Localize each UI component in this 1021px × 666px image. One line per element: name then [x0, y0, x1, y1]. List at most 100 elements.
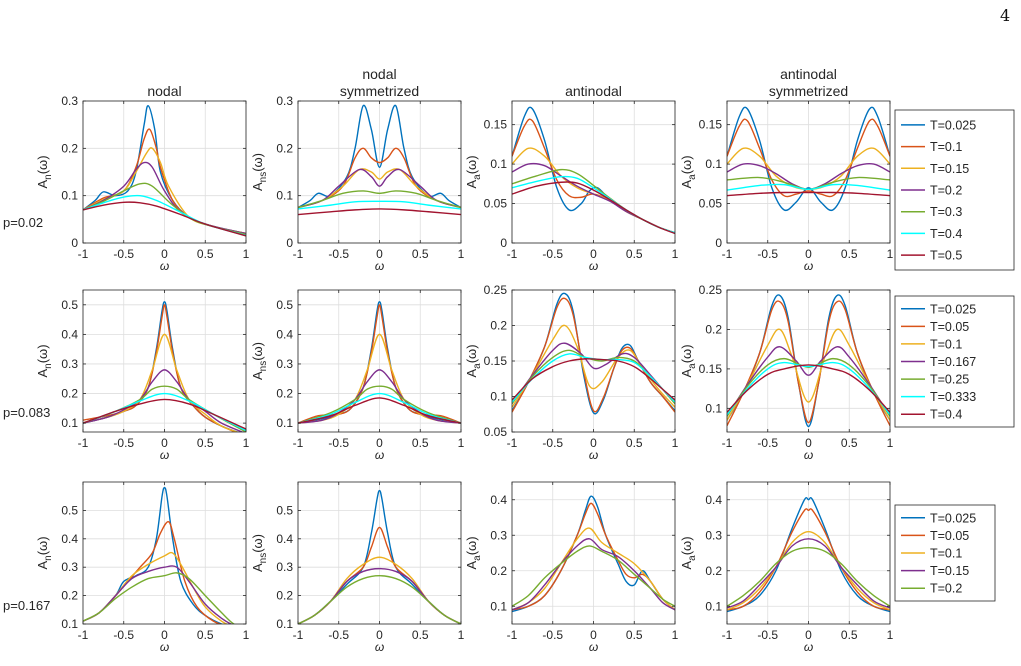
x-tick-label: 0 [805, 628, 812, 642]
x-tick-label: 1 [458, 436, 465, 450]
x-tick-label: 0.5 [197, 247, 214, 261]
legend-label: T=0.025 [930, 302, 976, 316]
series-group [512, 292, 675, 415]
x-tick-label: 0.5 [626, 628, 643, 642]
x-axis-label: ω [589, 259, 598, 273]
subplot-r0-c1: -1 -0.5 0 0.5 1 0 0.1 0.2 0.3 ω Ans(ω) nodalsymmetr… [250, 66, 465, 273]
legend-label: T=0.5 [930, 249, 962, 263]
x-tick-label: 0 [161, 247, 168, 261]
y-tick-label: 0.3 [61, 357, 78, 371]
series-line-T=0.5 [83, 201, 246, 237]
series-line-T=0.4 [512, 358, 675, 401]
series-line-T=0.333 [727, 361, 890, 416]
column-title: antinodal [565, 83, 622, 99]
x-tick-label: -0.5 [757, 436, 778, 450]
y-tick-label: 0.05 [484, 425, 508, 439]
x-tick-label: 1 [672, 247, 679, 261]
subplot-r1-c0: -1 -0.5 0 0.5 1 0.1 0.2 0.3 0.4 0.5 ω An(ω) [35, 289, 250, 462]
series-line-T=0.05 [727, 508, 890, 611]
x-tick-label: -0.5 [328, 436, 349, 450]
y-tick-label: 0.1 [705, 401, 722, 415]
y-tick-label: 0.1 [705, 157, 722, 171]
x-tick-label: -1 [507, 436, 518, 450]
x-tick-label: 1 [672, 628, 679, 642]
x-axis-label: ω [589, 448, 598, 462]
y-tick-label: 0.2 [276, 141, 293, 155]
y-tick-label: 0.2 [705, 322, 722, 336]
series-line-T=0.2 [83, 572, 236, 624]
series-group [298, 104, 461, 216]
series-group [727, 496, 890, 613]
x-tick-label: 0.5 [626, 436, 643, 450]
x-tick-label: 0.5 [197, 436, 214, 450]
legend-label: T=0.025 [930, 511, 976, 525]
y-tick-label: 0.4 [61, 327, 78, 341]
x-tick-label: 1 [458, 247, 465, 261]
y-tick-label: 0.2 [490, 319, 507, 333]
subplot-r2-c0: -1 -0.5 0 0.5 1 0.1 0.2 0.3 0.4 0.5 ω An(ω) [35, 481, 250, 654]
x-tick-label: -0.5 [113, 436, 134, 450]
y-axis-label: Aa(ω) [679, 155, 698, 188]
column-title: symmetrized [769, 83, 848, 99]
subplot-r0-c0: -1 -0.5 0 0.5 1 0 0.1 0.2 0.3 ω An(ω) nodal [35, 83, 250, 273]
series-group [512, 106, 675, 235]
y-tick-label: 0.1 [61, 416, 78, 430]
x-axis-label: ω [160, 259, 169, 273]
y-tick-label: 0.4 [490, 493, 507, 507]
y-axis-label: Ans(ω) [250, 534, 269, 572]
series-line-T=0.3 [298, 190, 461, 209]
y-tick-label: 0.1 [276, 416, 293, 430]
series-line-T=0.333 [298, 392, 461, 424]
x-tick-label: -1 [722, 628, 733, 642]
y-tick-label: 0.25 [484, 283, 508, 297]
legend-label: T=0.2 [930, 184, 962, 198]
y-axis-label: Ans(ω) [250, 153, 269, 191]
y-tick-label: 0.05 [699, 197, 723, 211]
series-line-T=0.167 [298, 369, 461, 424]
series-line-T=0.167 [83, 369, 245, 432]
x-tick-label: 0.5 [412, 436, 429, 450]
series-line-T=0.25 [298, 385, 461, 424]
series-group [83, 301, 246, 432]
x-tick-label: 1 [243, 436, 250, 450]
x-tick-label: -0.5 [757, 628, 778, 642]
legend-label: T=0.3 [930, 205, 962, 219]
subplot-r2-c2: -1 -0.5 0 0.5 1 0.1 0.2 0.3 0.4 ω Aa(ω) [464, 481, 679, 654]
x-tick-label: -0.5 [757, 247, 778, 261]
x-tick-label: -1 [293, 436, 304, 450]
y-tick-label: 0.2 [490, 564, 507, 578]
y-tick-label: 0 [71, 236, 78, 250]
legend-label: T=0.333 [930, 390, 976, 404]
y-tick-label: 0.2 [276, 387, 293, 401]
y-tick-label: 0.1 [490, 390, 507, 404]
y-tick-label: 0.4 [705, 493, 722, 507]
series-group [298, 301, 461, 424]
x-axis-label: ω [160, 640, 169, 654]
series-line-T=0.1 [727, 530, 890, 611]
x-tick-label: 1 [887, 436, 894, 450]
y-tick-label: 0.1 [490, 599, 507, 613]
x-axis-label: ω [804, 640, 813, 654]
series-line-T=0.4 [727, 364, 890, 413]
x-tick-label: -0.5 [113, 247, 134, 261]
x-tick-label: 0 [376, 247, 383, 261]
y-tick-label: 0.1 [705, 599, 722, 613]
series-group [83, 486, 236, 624]
y-tick-label: 0.05 [484, 197, 508, 211]
row-label: p=0.083 [3, 405, 50, 420]
series-group [298, 489, 461, 624]
y-axis-label: Aa(ω) [679, 536, 698, 569]
x-tick-label: 0 [590, 247, 597, 261]
legend-1: T=0.025 T=0.05 T=0.1 T=0.167 T=0.25 T=0.333 T=… [894, 295, 1015, 428]
series-line-T=0.2 [298, 168, 461, 209]
y-axis-label: An(ω) [35, 344, 54, 377]
y-tick-label: 0.1 [490, 157, 507, 171]
page-number: 4 [1000, 6, 1011, 25]
legend-label: T=0.05 [930, 529, 969, 543]
series-line-T=0.05 [298, 304, 461, 424]
y-tick-label: 0.2 [61, 589, 78, 603]
subplot-r0-c3: -1 -0.5 0 0.5 1 0 0.05 0.1 0.15 ω Aa(ω) antinodalsy… [679, 66, 894, 273]
y-tick-label: 0 [500, 236, 507, 250]
series-line-T=0.15 [727, 538, 890, 609]
